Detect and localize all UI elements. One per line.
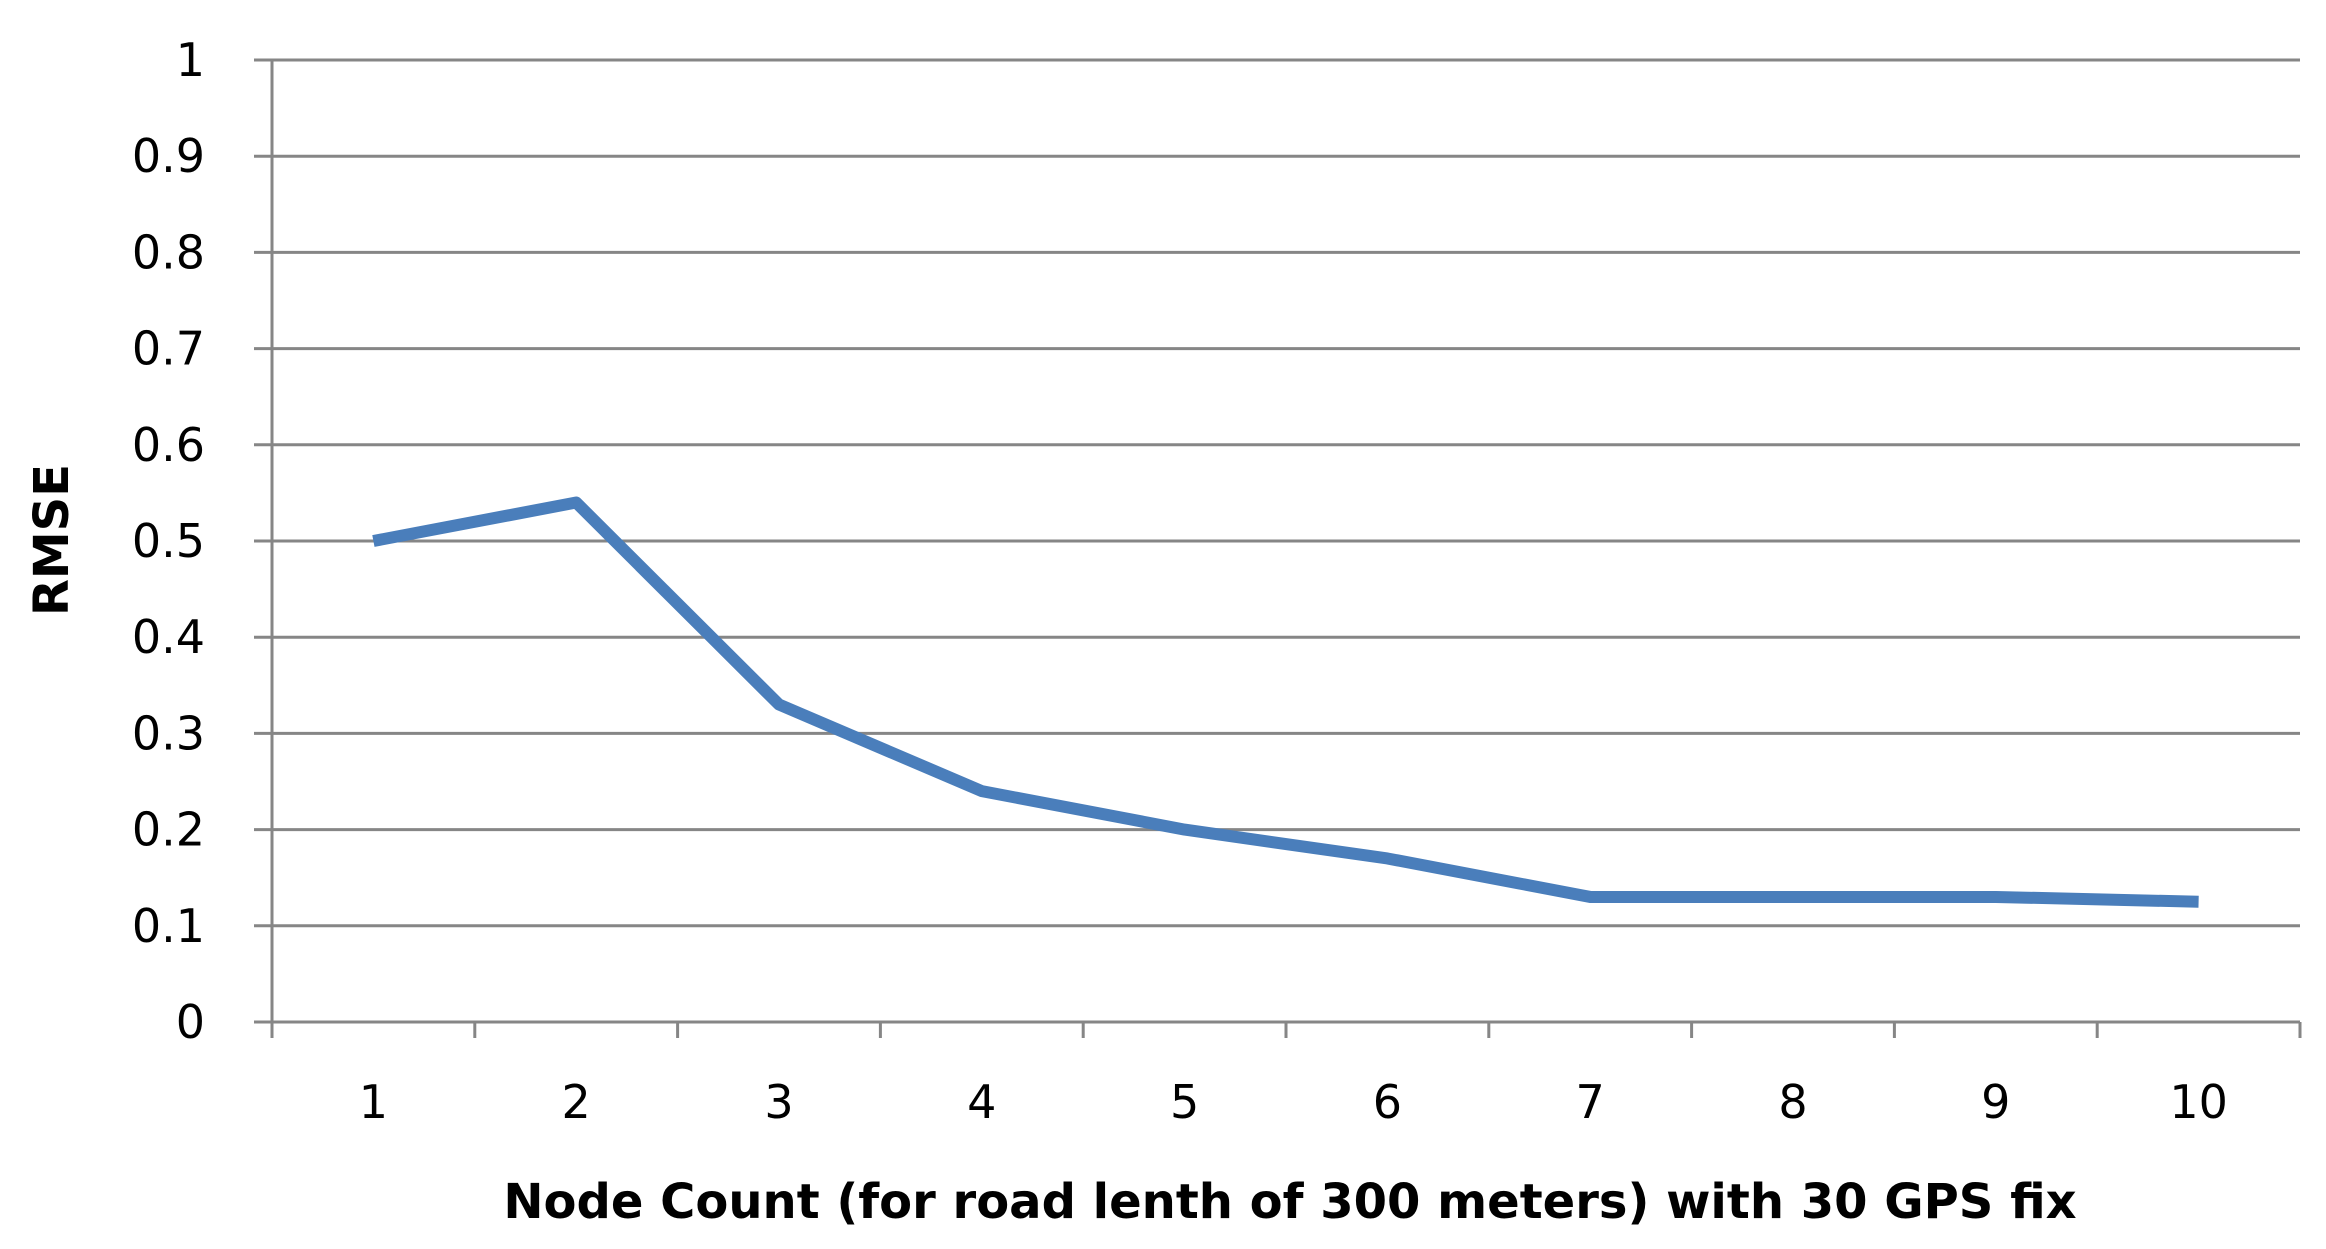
y-tick-label: 0.2 — [132, 803, 205, 857]
y-tick-label: 0.8 — [132, 225, 205, 279]
y-tick-label: 0.4 — [132, 610, 205, 664]
y-tick-label: 0.6 — [132, 418, 205, 472]
x-tick-label: 9 — [1981, 1075, 2010, 1129]
data-point — [2198, 901, 2200, 903]
x-tick-label: 8 — [1778, 1075, 1807, 1129]
data-point — [1589, 896, 1591, 898]
data-point — [778, 704, 780, 706]
y-axis-title: RMSE — [24, 464, 80, 616]
x-tick-label: 3 — [764, 1075, 793, 1129]
data-point — [372, 540, 374, 542]
x-tick-label: 1 — [359, 1075, 388, 1129]
gridlines — [254, 58, 2300, 928]
data-series — [372, 496, 2200, 908]
data-point — [1792, 896, 1794, 898]
x-tick-label: 2 — [562, 1075, 591, 1129]
y-tick-label: 0.9 — [132, 129, 205, 183]
x-tick-labels: 1 2 3 4 5 6 7 8 9 10 — [359, 1075, 2228, 1129]
y-tick-labels: 0 0.1 0.2 0.3 0.4 0.5 0.6 0.7 0.8 0.9 1 — [132, 33, 205, 1049]
data-point — [1386, 857, 1388, 859]
y-tick-label: 0.7 — [132, 322, 205, 376]
x-tick-label: 6 — [1373, 1075, 1402, 1129]
data-point — [1995, 896, 1997, 898]
x-axis-title: Node Count (for road lenth of 300 meters… — [503, 1174, 2076, 1230]
y-tick-label: 0 — [176, 995, 205, 1049]
series-line-0 — [372, 496, 2199, 908]
y-tick-label: 0.5 — [132, 514, 205, 568]
x-tick-label: 5 — [1170, 1075, 1199, 1129]
data-point — [1184, 829, 1186, 831]
data-point — [575, 502, 577, 504]
x-tick-label: 10 — [2169, 1075, 2228, 1129]
y-tick-label: 0.3 — [132, 706, 205, 760]
x-tick-label: 4 — [967, 1075, 996, 1129]
data-point — [981, 790, 983, 792]
axes — [254, 60, 2302, 1038]
y-tick-label: 0.1 — [132, 899, 205, 953]
x-tick-label: 7 — [1576, 1075, 1605, 1129]
y-tick-label: 1 — [176, 33, 205, 87]
